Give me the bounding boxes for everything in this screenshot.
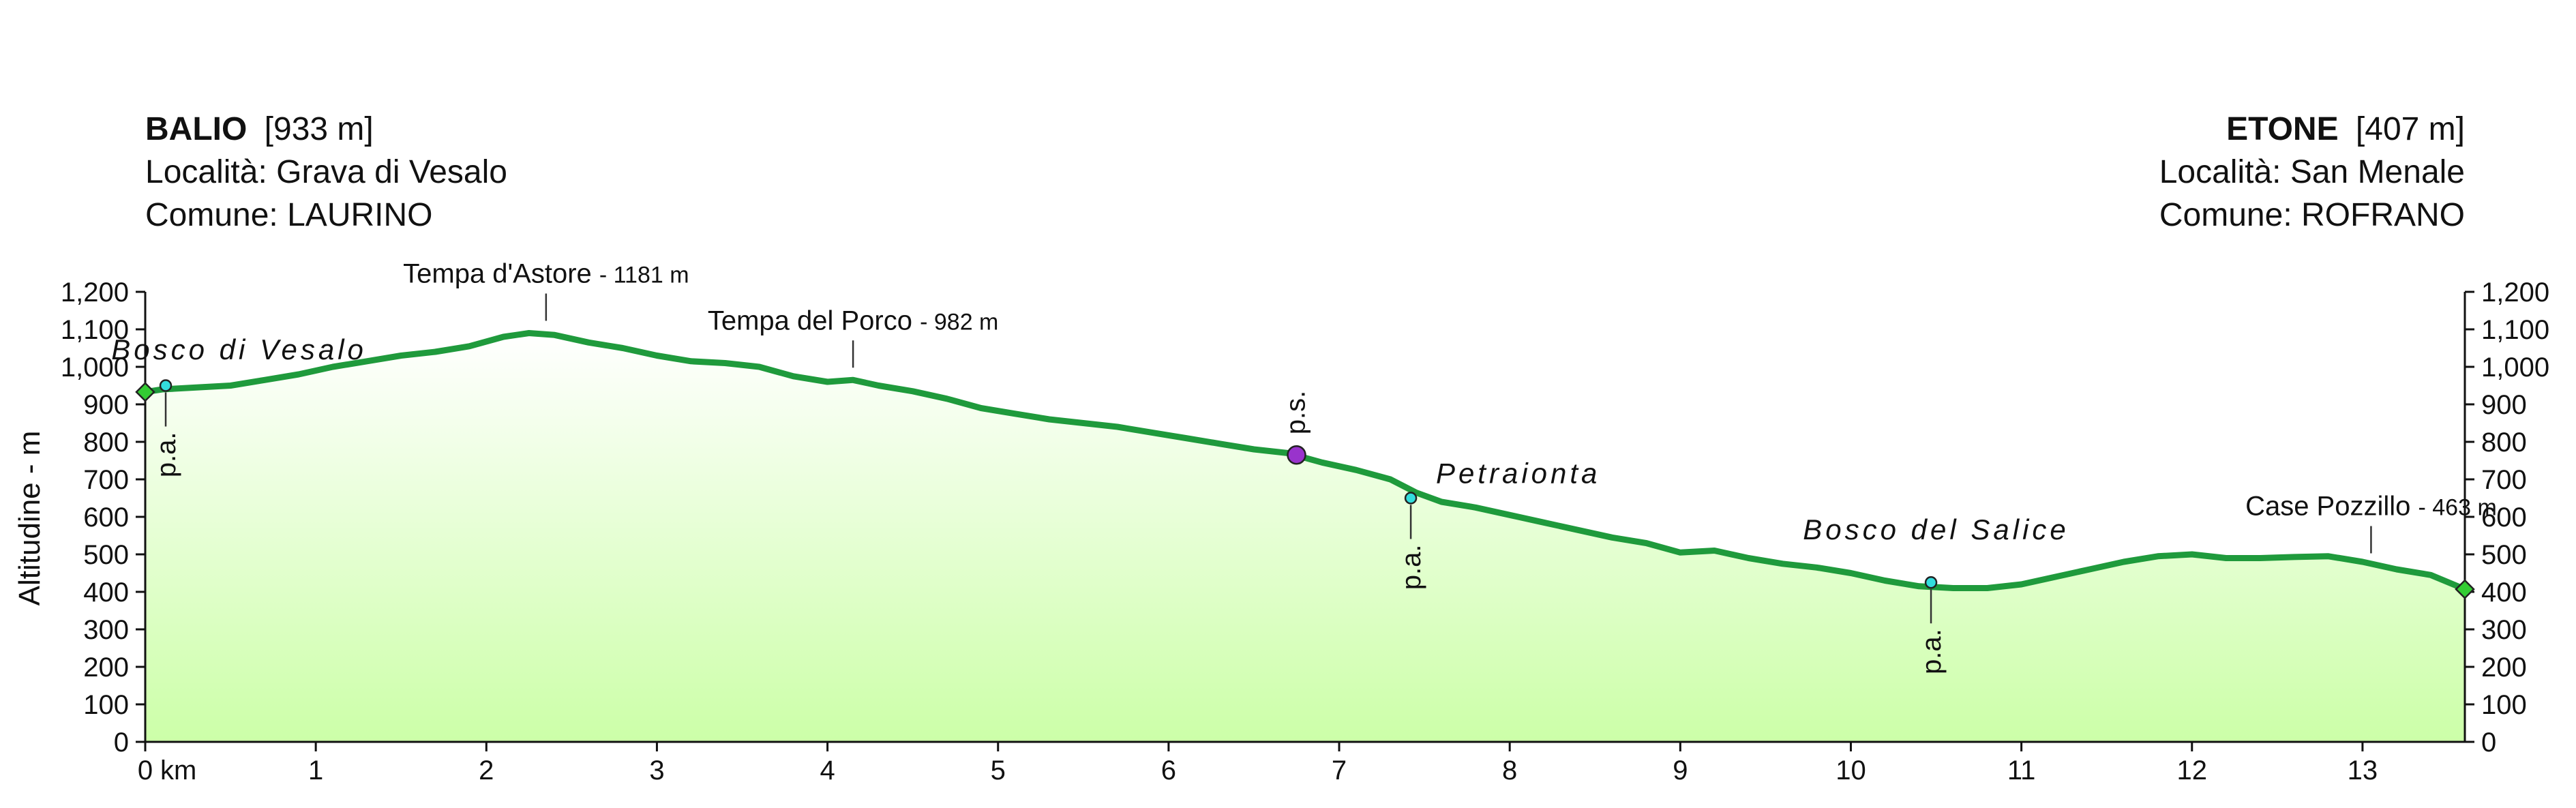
point-label: p.a. [1917, 629, 1947, 674]
end-locality: Località: San Menale [2159, 154, 2465, 190]
peak-annotation: Tempa d'Astore - 1181 m [403, 259, 689, 289]
y-tick-label-right: 100 [2481, 690, 2527, 720]
peak-annotation: Case Pozzillo - 463 m [2245, 492, 2497, 522]
y-tick-label-left: 600 [83, 503, 129, 533]
x-tick-label: 4 [820, 755, 835, 785]
end-comune: Comune: ROFRANO [2159, 197, 2465, 233]
end-info: ETONE [407 m] Località: San Menale Comun… [2159, 111, 2465, 233]
y-tick-label-right: 1,100 [2481, 315, 2549, 345]
y-tick-label-right: 500 [2481, 540, 2527, 570]
end-elevation: [407 m] [2356, 111, 2465, 147]
start-name: BALIO [145, 111, 247, 147]
x-axis-unit-label: km [160, 755, 196, 785]
y-tick-label-right: 1,200 [2481, 278, 2549, 308]
point-marker-cyan [1924, 576, 1938, 589]
y-tick-label-right: 900 [2481, 390, 2527, 420]
svg-text:ETONE [407 m]: ETONE [407 m] [2226, 111, 2465, 147]
y-tick-label-left: 300 [83, 615, 129, 645]
y-tick-label-left: 1,100 [61, 315, 129, 345]
place-label: Bosco di Vesalo [111, 333, 367, 365]
x-tick-label: 10 [1836, 755, 1866, 785]
peak-annotation: Tempa del Porco - 982 m [708, 305, 999, 335]
y-tick-label-right: 400 [2481, 578, 2527, 608]
point-label: p.a. [151, 432, 181, 478]
y-tick-label-left: 800 [83, 428, 129, 458]
start-locality: Località: Grava di Vesalo [145, 154, 507, 190]
y-tick-label-left: 100 [83, 690, 129, 720]
y-tick-label-left: 500 [83, 540, 129, 570]
end-name: ETONE [2226, 111, 2338, 147]
y-tick-label-right: 0 [2481, 728, 2496, 758]
elevation-area [145, 333, 2465, 742]
x-tick-label: 6 [1161, 755, 1176, 785]
point-marker-purple [1287, 445, 1306, 465]
start-elevation: [933 m] [265, 111, 374, 147]
y-axis-label: Altitudine - m [13, 431, 46, 606]
y-tick-label-left: 1,200 [61, 278, 129, 308]
y-tick-label-left: 900 [83, 390, 129, 420]
point-marker-cyan [159, 379, 173, 392]
y-tick-label-left: 400 [83, 578, 129, 608]
start-comune: Comune: LAURINO [145, 197, 432, 233]
x-tick-label: 0 [138, 755, 153, 785]
y-tick-label-left: 700 [83, 465, 129, 495]
x-tick-label: 11 [2007, 755, 2036, 785]
x-tick-label: 9 [1673, 755, 1688, 785]
endpoint-diamond-marker [2455, 579, 2475, 599]
y-tick-label-left: 1,000 [61, 353, 129, 383]
start-info: BALIO [933 m] Località: Grava di Vesalo … [145, 111, 507, 233]
place-label: Bosco del Salice [1803, 513, 2069, 545]
x-tick-label: 7 [1332, 755, 1347, 785]
x-tick-label: 3 [649, 755, 664, 785]
point-marker-cyan [1404, 492, 1418, 505]
y-tick-label-right: 800 [2481, 428, 2527, 458]
y-tick-label-left: 200 [83, 653, 129, 683]
x-tick-label: 13 [2348, 755, 2378, 785]
y-tick-label-right: 600 [2481, 503, 2527, 533]
point-label: p.s. [1280, 391, 1311, 434]
y-tick-label-right: 700 [2481, 465, 2527, 495]
y-tick-label-left: 0 [114, 728, 129, 758]
x-tick-label: 8 [1502, 755, 1517, 785]
y-tick-label-right: 200 [2481, 653, 2527, 683]
x-tick-label: 5 [991, 755, 1006, 785]
x-tick-label: 12 [2177, 755, 2208, 785]
chart-annotations: Tempa d'Astore - 1181 m Tempa del Porco -… [111, 259, 2497, 674]
svg-text:BALIO [933 m]: BALIO [933 m] [145, 111, 374, 147]
x-tick-label: 1 [308, 755, 323, 785]
endpoint-diamond-marker [135, 382, 155, 402]
y-tick-label-right: 300 [2481, 615, 2527, 645]
point-label: p.a. [1396, 545, 1426, 590]
place-label: Petraionta [1436, 458, 1600, 490]
y-tick-label-right: 1,000 [2481, 353, 2549, 383]
x-tick-label: 2 [479, 755, 494, 785]
